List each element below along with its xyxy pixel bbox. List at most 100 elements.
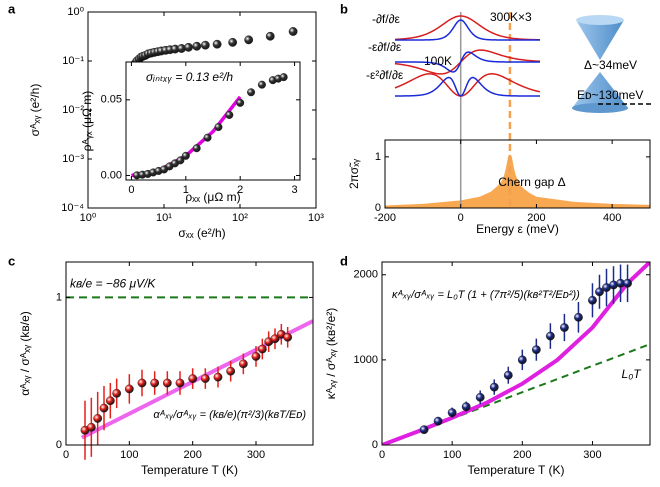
point <box>214 123 223 132</box>
point <box>238 359 248 369</box>
y-axis-label: αᴬₓᵧ / σᴬₓᵧ (kʙ/e) <box>18 311 32 396</box>
point <box>105 396 115 406</box>
x-tick-label: 3 <box>292 184 298 196</box>
point <box>112 388 122 398</box>
x-tick-label: 200 <box>183 449 201 461</box>
y-tick-label: 0.00 <box>101 169 122 181</box>
y-tick-label: 1 <box>375 151 381 163</box>
schematic-label: 300K×3 <box>490 10 532 24</box>
panel-letter: b <box>340 1 348 16</box>
point <box>181 151 190 160</box>
schematic-curve <box>394 49 541 75</box>
schematic-curve <box>394 51 540 73</box>
point <box>574 312 583 322</box>
peak-annotation: Chern gap Δ <box>498 175 565 189</box>
schematic-label: 100K <box>424 54 452 68</box>
panel-letter: d <box>340 253 348 268</box>
schematic-curve <box>394 76 541 97</box>
point <box>176 156 185 165</box>
point <box>188 374 198 383</box>
x-tick-label: 400 <box>603 212 621 224</box>
schematic-curve <box>394 73 541 97</box>
point <box>200 374 210 383</box>
point <box>192 144 201 153</box>
schematic-curve <box>394 15 541 41</box>
lower-cone <box>572 72 628 108</box>
point <box>419 425 429 435</box>
x-tick-label: 300 <box>247 449 265 461</box>
x-axis-label: Temperature T (K) <box>141 463 238 477</box>
panel-letter: a <box>8 1 16 16</box>
point <box>560 323 569 332</box>
schematic-label: -ε∂f/∂ε <box>368 40 402 54</box>
axes-frame <box>384 139 651 209</box>
point <box>433 416 443 426</box>
x-tick-label: 10² <box>232 212 248 224</box>
schematic-label: Δ~34meV <box>584 58 637 72</box>
x-tick-label: 10⁰ <box>80 212 97 224</box>
point <box>225 110 234 119</box>
point <box>517 355 527 365</box>
schematic-label: -ε²∂f/∂ε <box>366 68 404 82</box>
schematic-curve <box>395 19 540 41</box>
point <box>623 278 632 288</box>
x-tick-label: 200 <box>527 212 545 224</box>
point <box>545 331 555 341</box>
y-tick-label: 1000 <box>354 354 378 366</box>
point <box>270 334 280 344</box>
point <box>150 378 160 388</box>
point <box>247 88 256 97</box>
point <box>192 41 202 51</box>
axes-frame <box>125 61 301 181</box>
point <box>236 98 245 107</box>
line <box>382 262 650 445</box>
x-tick-label: 10¹ <box>156 212 172 224</box>
y-axis-label: 2πσ̃ₓᵧ <box>347 159 361 189</box>
x-tick-label: 0 <box>128 184 134 196</box>
x-tick-label: 0 <box>63 449 69 461</box>
point <box>175 378 185 388</box>
point <box>184 42 193 52</box>
point <box>137 378 147 388</box>
point <box>228 37 238 47</box>
y-tick-label: 1 <box>56 291 62 303</box>
axes-frame <box>65 261 314 446</box>
x-tick-label: 1 <box>183 184 189 196</box>
plot-area <box>385 154 650 208</box>
point <box>447 408 457 418</box>
point <box>279 73 288 82</box>
y-axis-label: ρᴬᵧₓ (μΩ m) <box>80 91 94 152</box>
reference-label: kʙ/e = −86 μV/K <box>70 277 156 291</box>
line-label: L₀T <box>622 367 643 381</box>
x-axis-label: Temperature T (K) <box>468 463 565 477</box>
point <box>283 332 293 342</box>
x-tick-label: 100 <box>120 449 138 461</box>
plot-area <box>382 262 650 445</box>
point <box>257 80 266 89</box>
schematic-label: -∂f/∂ε <box>372 12 401 26</box>
schematic-label: Eᴅ~130meV <box>577 88 643 102</box>
point <box>588 295 597 305</box>
y-axis-label: σᴬₓᵧ (e²/h) <box>28 84 42 137</box>
inset-annotation: σᵢₙₜₓᵧ = 0.13 e²/h <box>146 70 233 84</box>
y-tick-label: 2000 <box>354 269 378 281</box>
point <box>288 27 298 36</box>
point <box>226 366 236 376</box>
x-axis-label: ρₓₓ (μΩ m) <box>185 190 240 204</box>
point <box>503 370 513 380</box>
y-tick-label: 0 <box>372 439 378 451</box>
point <box>212 39 222 49</box>
point <box>213 372 223 382</box>
y-tick-label: 0.05 <box>101 94 122 106</box>
point <box>86 422 96 432</box>
area <box>385 154 650 208</box>
x-axis-label: σₓₓ (e²/h) <box>178 226 225 240</box>
point <box>162 378 172 388</box>
y-tick-label: 10⁻² <box>62 104 84 116</box>
point <box>99 403 109 413</box>
x-axis-label: Energy ε (meV) <box>476 222 559 236</box>
point <box>203 133 212 142</box>
x-tick-label: 0 <box>458 212 464 224</box>
point <box>595 287 604 297</box>
